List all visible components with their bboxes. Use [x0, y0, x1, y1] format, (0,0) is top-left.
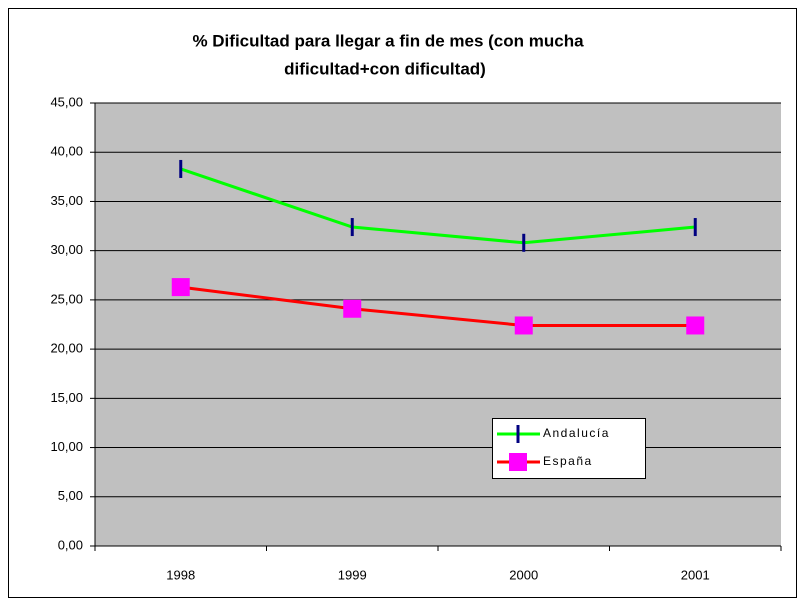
x-tick-label: 1998: [166, 567, 195, 582]
series-line: [180, 167, 696, 245]
point-marker: [343, 299, 362, 318]
y-tick-label: 20,00: [50, 341, 83, 356]
legend-label: Andalucía: [543, 426, 610, 440]
series-line: [180, 285, 696, 327]
y-tick-label: 10,00: [50, 439, 83, 454]
legend-marker: [509, 453, 527, 471]
point-marker: [171, 278, 190, 297]
y-tick-label: 0,00: [58, 537, 83, 552]
chart-title: % Dificultad para llegar a fin de mes (c…: [192, 31, 584, 50]
y-tick-label: 45,00: [50, 94, 83, 109]
y-tick-label: 35,00: [50, 193, 83, 208]
chart-title: dificultad+con dificultad): [284, 59, 486, 78]
x-tick-label: 1999: [338, 567, 367, 582]
y-tick-label: 30,00: [50, 242, 83, 257]
legend-label: España: [543, 454, 593, 468]
y-tick-label: 15,00: [50, 390, 83, 405]
y-tick-label: 5,00: [58, 488, 83, 503]
y-tick-label: 40,00: [50, 144, 83, 159]
x-tick-label: 2000: [509, 567, 538, 582]
point-marker: [686, 316, 705, 335]
y-tick-label: 25,00: [50, 291, 83, 306]
x-tick-label: 2001: [681, 567, 710, 582]
point-marker: [514, 316, 533, 335]
